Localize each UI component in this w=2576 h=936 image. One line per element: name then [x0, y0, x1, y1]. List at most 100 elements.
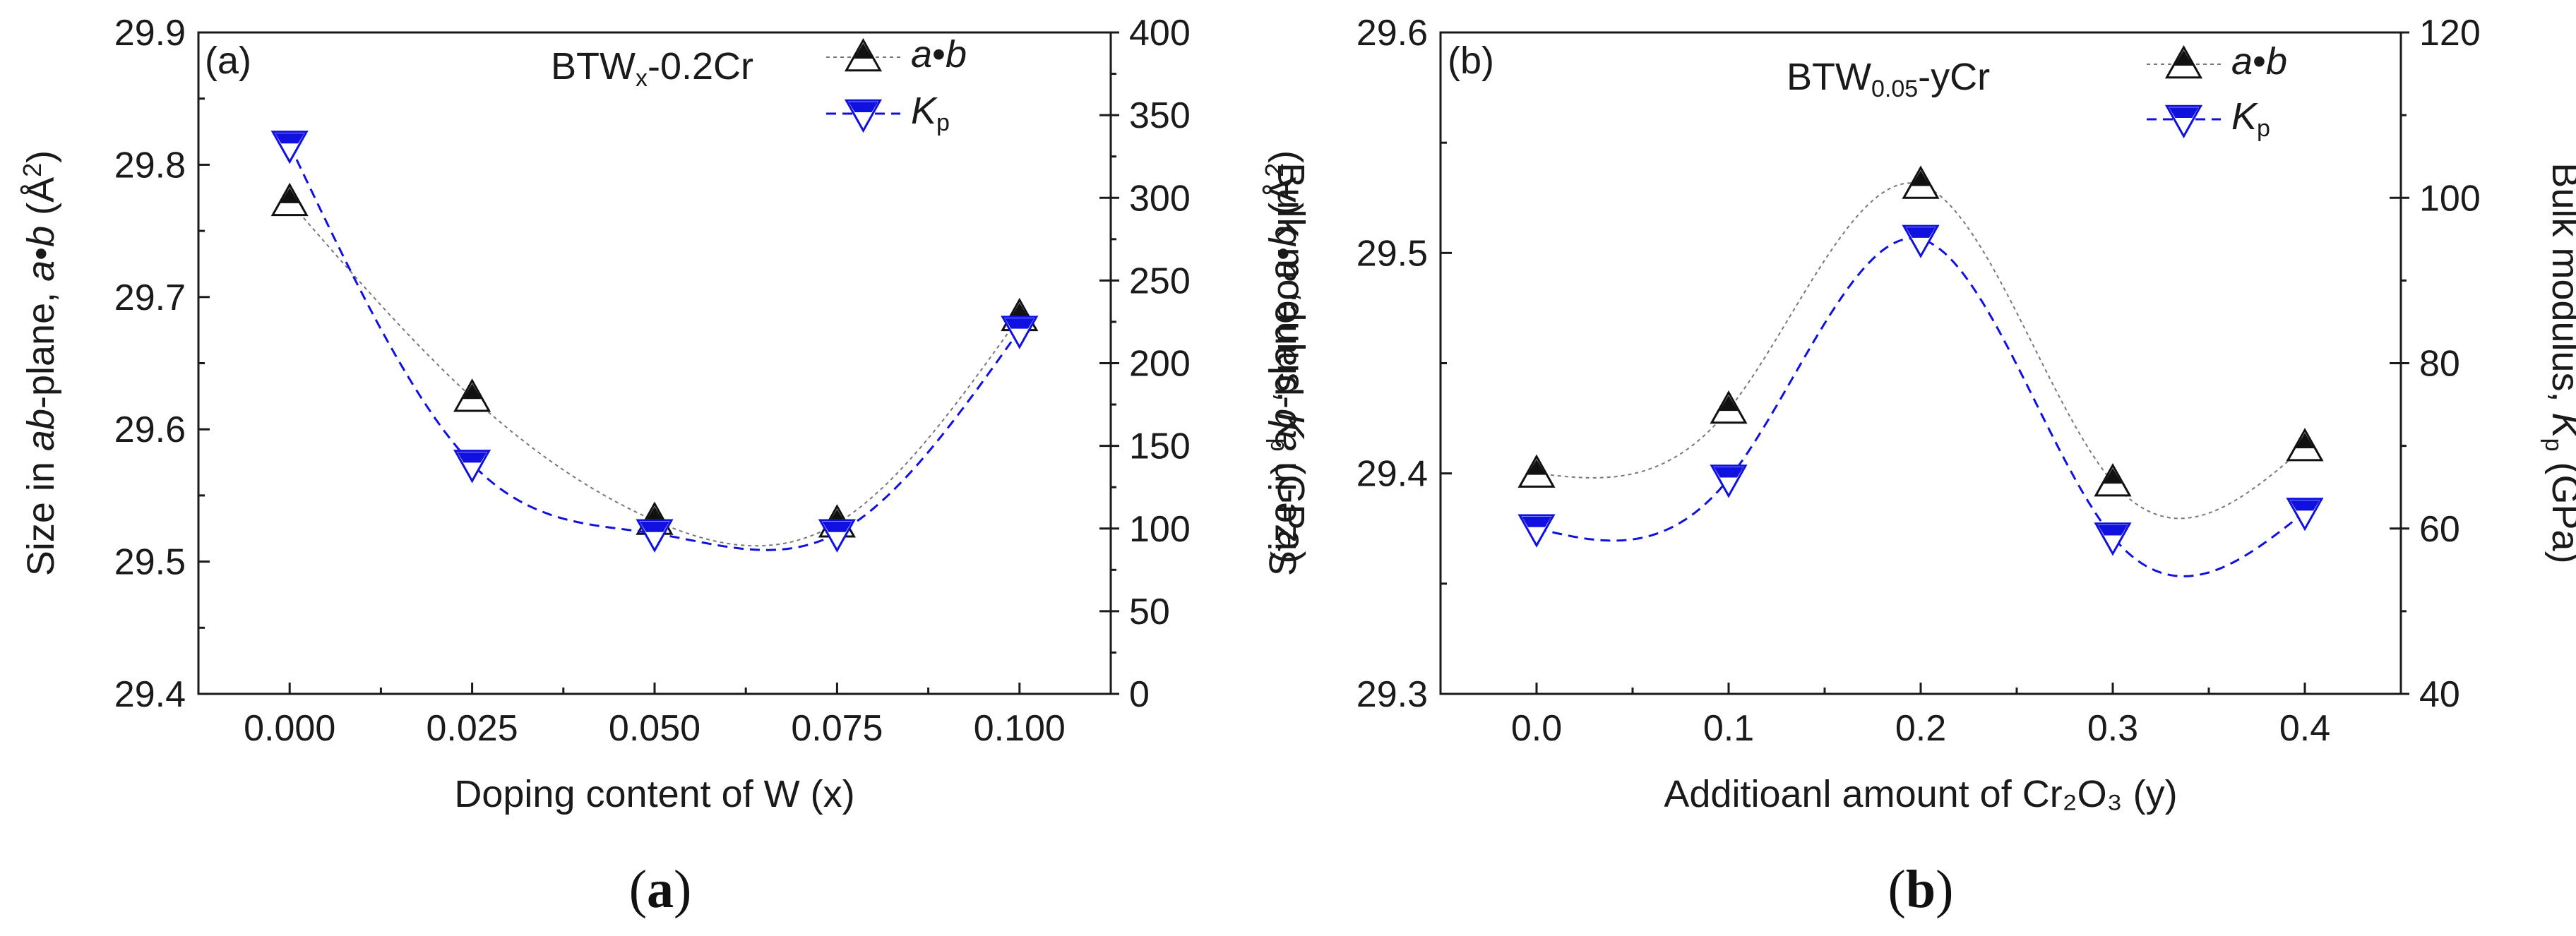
y-left-label-italic: ab	[1262, 409, 1304, 451]
y-left-label-italic: b	[1262, 226, 1304, 247]
y-right-tick-label: 100	[1129, 509, 1191, 550]
caption-letter: b	[1906, 860, 1936, 919]
x-tick-label: 0.4	[2279, 708, 2330, 749]
x-tick-label: 0.1	[1703, 708, 1754, 749]
kp-data-point-fill	[822, 522, 852, 532]
kp-data-point-fill	[2290, 500, 2320, 511]
y-left-tick-label: 29.5	[1356, 233, 1428, 274]
annotation-rest: -0.2Cr	[648, 45, 753, 88]
legend-kp-label: Kp	[2231, 95, 2270, 142]
y-left-tick-label: 29.5	[114, 542, 186, 583]
legend-kp-label: Kp	[911, 90, 950, 136]
y-right-tick-label: 350	[1129, 95, 1191, 136]
y-left-axis-label: Size in ab-plane, a•b (Å2)	[18, 150, 62, 576]
panel-b: 29.3 29.4 29.5 29.6 40 60 80 100 120 0.0 0.1 0.2 0.3…	[1260, 13, 2576, 919]
ab-data-point-fill	[1527, 459, 1546, 475]
annotation-rest: -yCr	[1918, 56, 1990, 98]
y-right-axis-label: Bulk modulus, Kp (GPa)	[1265, 162, 1312, 563]
y-right-tick-label: 300	[1129, 178, 1191, 219]
y-right-label-end: (GPa)	[1270, 452, 1312, 564]
y-left-tick-label: 29.9	[114, 13, 186, 54]
y-right-tick-label: 200	[1129, 344, 1191, 385]
kp-series-line	[1536, 237, 2306, 577]
kp-data-point-fill	[457, 452, 487, 463]
ab-data-point-fill	[2295, 433, 2315, 449]
x-tick-label: 0.050	[609, 708, 700, 749]
y-left-tick-label: 29.4	[1356, 454, 1428, 495]
y-left-label-unit: (Å	[20, 177, 62, 226]
y-left-tick-label: 29.7	[114, 277, 186, 318]
series-annotation: BTWx-0.2Cr	[551, 45, 753, 92]
y-right-label-end: (GPa)	[2544, 452, 2576, 564]
x-tick-label: 0.3	[2087, 708, 2138, 749]
caption-close: )	[1936, 860, 1953, 919]
y-right-label-italic: K	[2544, 413, 2576, 440]
ab-series-line	[289, 201, 1020, 547]
legend-kp-italic: K	[2231, 95, 2258, 138]
ab-data-point-fill	[1010, 302, 1029, 318]
y-left-label-dot: •	[1262, 247, 1304, 260]
legend-kp-sub: p	[2257, 115, 2270, 142]
kp-data-point-fill	[1714, 467, 1743, 478]
y-left-label-sup: 2	[1260, 163, 1289, 177]
legend-ab-italic: a	[911, 33, 932, 76]
y-right-label-sub: p	[1265, 438, 1292, 452]
panel-caption: (a)	[629, 860, 692, 919]
legend-ab-dot: •	[932, 33, 946, 76]
caption-close: )	[674, 860, 691, 919]
y-left-label-part: Size in	[20, 451, 62, 576]
y-left-tick-label: 29.6	[114, 409, 186, 450]
kp-data-point-fill	[1906, 227, 1936, 238]
y-left-label-end: )	[1262, 150, 1304, 163]
legend: a•bKp	[2147, 40, 2287, 142]
kp-series-line	[288, 144, 1021, 551]
legend-ab-italic: a	[2231, 40, 2253, 83]
y-left-tick-label: 29.6	[1356, 13, 1428, 54]
y-left-label-part: -plane,	[20, 282, 62, 409]
y-left-tick-label: 29.8	[114, 145, 186, 186]
y-left-label-unit: (Å	[1262, 177, 1304, 226]
legend-ab-italic: b	[2266, 40, 2287, 83]
caption-open: (	[1888, 860, 1906, 919]
y-right-tick-label: 50	[1129, 592, 1170, 632]
x-tick-label: 0.025	[427, 708, 518, 749]
x-tick-label: 0.0	[1511, 708, 1562, 749]
y-right-tick-label: 60	[2419, 509, 2460, 550]
y-left-label-italic: a	[1262, 260, 1304, 282]
annotation-base: BTW	[551, 45, 636, 88]
y-right-tick-label: 250	[1129, 260, 1191, 301]
caption-open: (	[629, 860, 647, 919]
y-right-tick-label: 120	[2419, 13, 2481, 54]
legend-kp-italic: K	[911, 90, 938, 132]
y-right-label-italic: K	[1270, 413, 1312, 440]
y-right-tick-label: 150	[1129, 426, 1191, 467]
y-left-label-sup: 2	[18, 163, 47, 177]
legend-ab-marker-fill	[2174, 50, 2193, 66]
ab-data-point-fill	[1911, 170, 1931, 186]
ab-series-line	[1536, 182, 2306, 520]
y-left-label-part: -plane,	[1262, 282, 1304, 409]
y-left-label-dot: •	[20, 247, 62, 260]
y-left-tick-label: 29.4	[114, 674, 186, 715]
x-tick-label: 0.000	[244, 708, 335, 749]
panel-tag: (b)	[1448, 40, 1494, 82]
annotation-sub: 0.05	[1871, 76, 1918, 102]
y-left-label-italic: a	[20, 260, 62, 282]
ab-data-point-fill	[280, 187, 299, 203]
ab-data-point-fill	[1719, 395, 1739, 412]
y-left-tick-label: 29.3	[1356, 674, 1428, 715]
series-annotation: BTW0.05-yCr	[1787, 56, 1990, 102]
caption-letter: a	[647, 860, 674, 919]
annotation-base: BTW	[1787, 56, 1871, 98]
legend-ab-label: a•b	[911, 33, 967, 76]
kp-data-point-fill	[1004, 318, 1034, 329]
y-right-tick-label: 80	[2419, 344, 2460, 385]
kp-data-point-fill	[640, 522, 669, 532]
y-right-axis-label: Bulk modulus, Kp (GPa)	[2540, 162, 2576, 563]
y-left-label-end: )	[20, 150, 62, 163]
x-tick-label: 0.2	[1895, 708, 1946, 749]
legend-kp-marker-fill	[848, 102, 878, 112]
ab-data-point-fill	[645, 506, 664, 522]
legend-ab-dot: •	[2253, 40, 2266, 83]
y-left-label-italic: ab	[20, 409, 62, 451]
